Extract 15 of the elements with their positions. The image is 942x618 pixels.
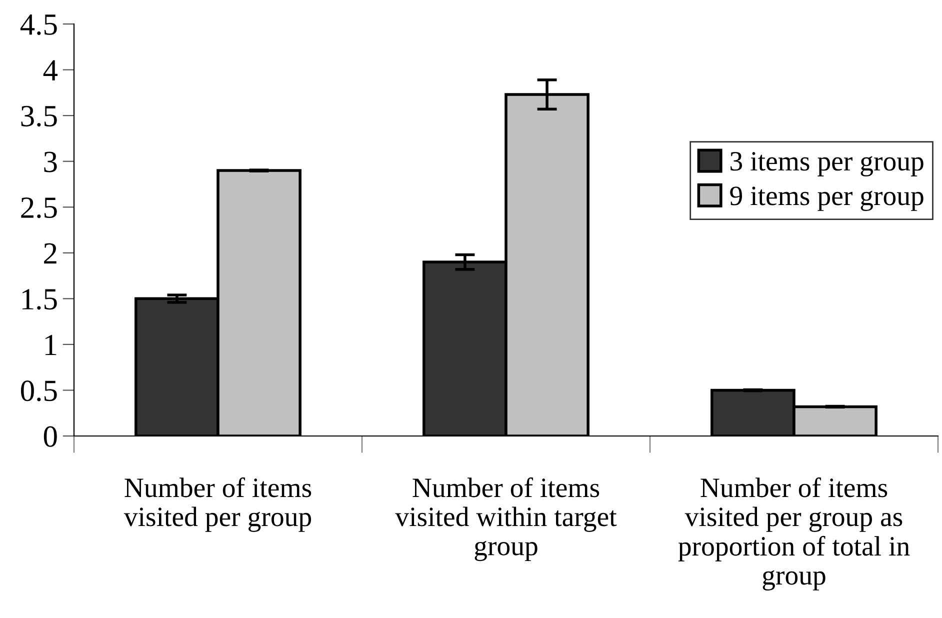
y-tick-label: 0 [44, 426, 57, 447]
y-tick-label: 3.5 [21, 106, 57, 127]
x-tick-label: Number of items visited within target group [395, 477, 617, 562]
x-tick-label: Number of items visited per group as proportion of total in group [678, 477, 910, 590]
y-tick-label: 2 [44, 243, 56, 264]
y-tick-label: 0.5 [21, 380, 57, 402]
legend-label: 3 items per group [730, 152, 924, 176]
y-tick-label: 4 [43, 60, 58, 80]
y-tick-label: 4.5 [20, 14, 57, 36]
y-tick-label: 3 [44, 152, 57, 172]
legend-label: 9 items per group [730, 186, 924, 211]
y-tick-label: 1.5 [22, 289, 57, 310]
x-tick-label: Number of items visited per group [124, 477, 312, 532]
y-tick-label: 2.5 [21, 197, 57, 218]
y-tick-label: 1 [45, 334, 56, 356]
